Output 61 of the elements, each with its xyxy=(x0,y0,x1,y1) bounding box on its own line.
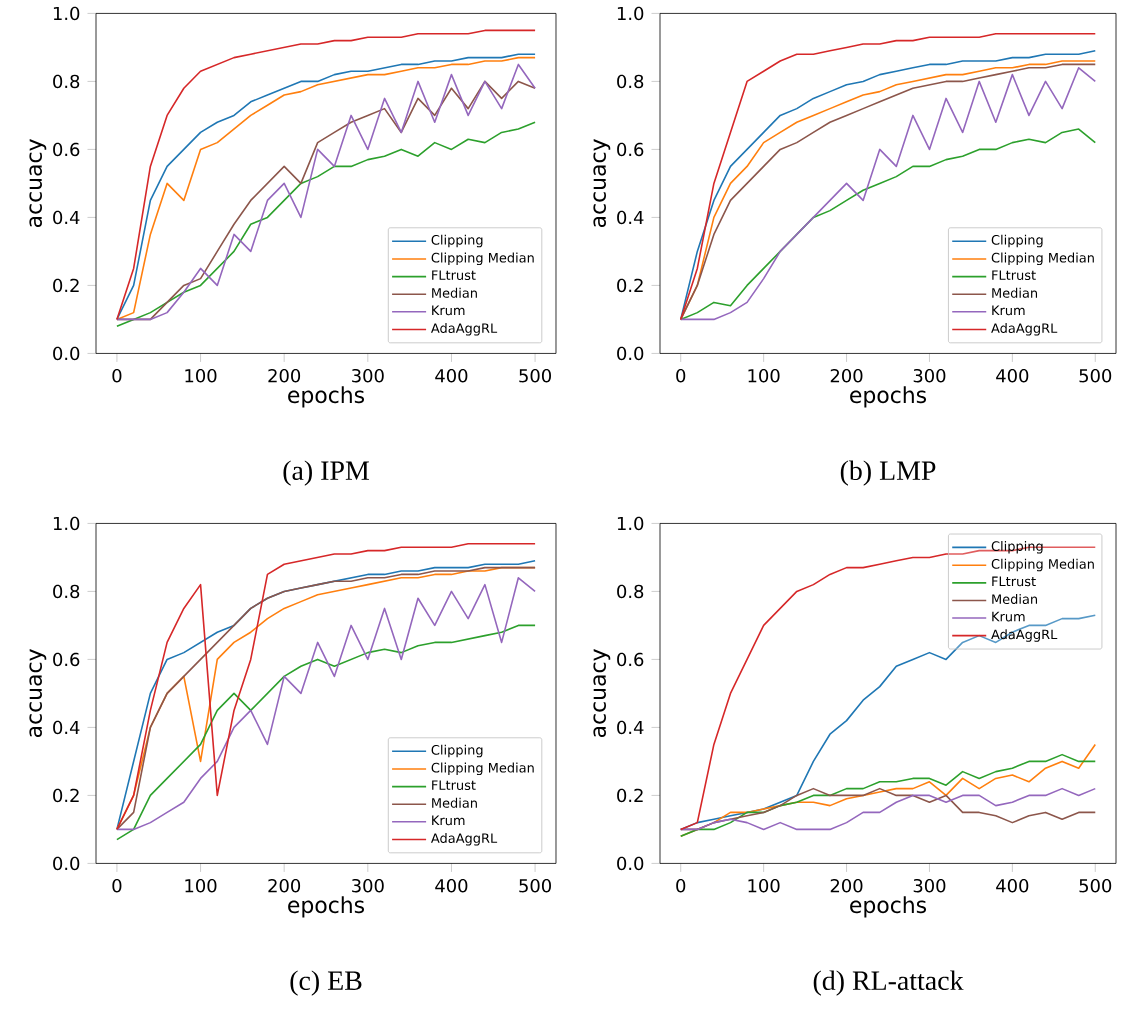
y-axis-title: accuacy xyxy=(29,139,47,228)
y-axis-title: accuacy xyxy=(593,649,611,738)
x-tick-label: 200 xyxy=(268,879,301,893)
x-tick-label: 100 xyxy=(748,879,780,893)
x-axis-title: epochs xyxy=(288,386,365,408)
x-tick-label: 100 xyxy=(185,369,217,383)
text: (c) EB xyxy=(290,970,362,997)
y-tick-label: 0.4 xyxy=(53,720,80,735)
y-tick-label: 0.2 xyxy=(53,278,79,293)
y-tick-label: 0.2 xyxy=(53,788,79,803)
y-tick-label: 0.6 xyxy=(53,652,80,667)
x-tick-label: 300 xyxy=(913,879,946,893)
x-tick-label: 300 xyxy=(352,369,384,383)
y-tick-label: 0.4 xyxy=(617,210,644,225)
x-tick-label: 100 xyxy=(748,369,780,383)
x-tick-label: 100 xyxy=(185,879,217,893)
x-tick-label: 0 xyxy=(112,369,122,383)
x-tick-label: 300 xyxy=(352,879,384,893)
y-tick-label: 0.0 xyxy=(617,856,644,871)
y-tick-label: 0.6 xyxy=(617,142,644,157)
y-tick-label: 0.0 xyxy=(53,856,80,871)
x-tick-label: 500 xyxy=(519,369,551,383)
y-tick-label: 0.8 xyxy=(53,74,80,89)
y-tick-label: 0.8 xyxy=(617,74,644,89)
x-tick-label: 500 xyxy=(1079,879,1112,893)
text: (d) RL-attack xyxy=(813,970,964,997)
x-tick-label: 400 xyxy=(435,369,468,383)
x-tick-label: 0 xyxy=(676,879,686,893)
x-tick-label: 200 xyxy=(830,369,863,383)
y-tick-label: 0.0 xyxy=(617,346,644,361)
y-tick-label: 1.0 xyxy=(617,6,644,21)
x-axis-title: epochs xyxy=(288,896,365,918)
line-series xyxy=(679,128,1097,321)
y-tick-label: 1.0 xyxy=(617,516,644,531)
x-tick-label: 400 xyxy=(996,369,1029,383)
x-tick-label: 0 xyxy=(676,369,686,383)
y-tick-label: 0.6 xyxy=(53,142,80,157)
x-tick-label: 300 xyxy=(913,369,946,383)
y-tick-label: 1.0 xyxy=(53,6,80,21)
y-tick-label: 0.8 xyxy=(617,584,644,599)
x-tick-label: 400 xyxy=(435,879,468,893)
x-tick-label: 500 xyxy=(1079,369,1112,383)
text: (a) IPM xyxy=(283,460,369,487)
x-axis-title: epochs xyxy=(850,896,927,918)
x-tick-label: 200 xyxy=(268,369,301,383)
y-tick-label: 0.8 xyxy=(53,584,80,599)
y-axis-title: accuacy xyxy=(29,649,47,738)
y-tick-label: 0.6 xyxy=(617,652,644,667)
y-tick-label: 0.2 xyxy=(617,788,643,803)
text: (b) LMP xyxy=(840,460,936,487)
x-tick-label: 500 xyxy=(519,879,551,893)
y-tick-label: 0.2 xyxy=(617,278,643,293)
y-tick-label: 0.4 xyxy=(617,720,644,735)
y-axis-title: accuacy xyxy=(593,139,611,228)
y-tick-label: 0.4 xyxy=(53,210,80,225)
y-tick-label: 0.0 xyxy=(53,346,80,361)
x-tick-label: 0 xyxy=(112,879,122,893)
y-tick-label: 1.0 xyxy=(53,516,80,531)
x-tick-label: 400 xyxy=(996,879,1029,893)
x-axis-title: epochs xyxy=(850,386,927,408)
x-tick-label: 200 xyxy=(830,879,863,893)
